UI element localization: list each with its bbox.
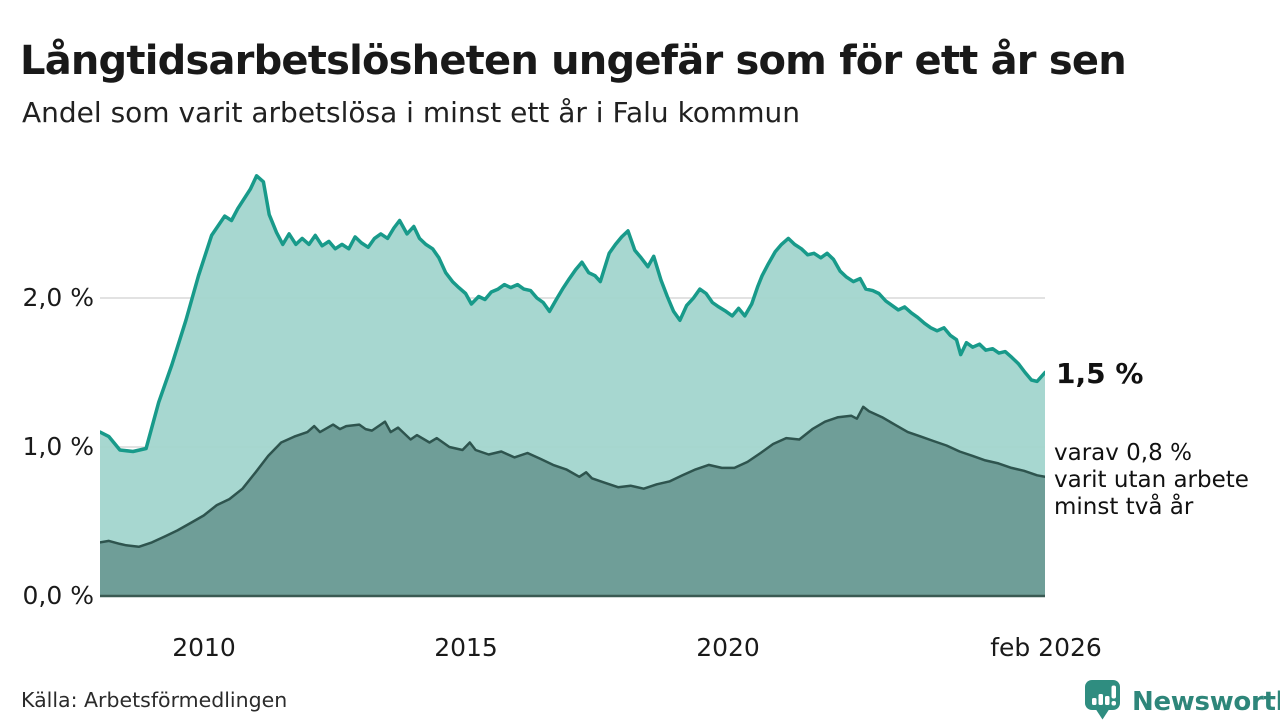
value-annotation-two-years: varav 0,8 % varit utan arbete minst två … (1054, 440, 1249, 521)
y-axis-tick-0: 0,0 % (22, 581, 94, 610)
annotation-line-1: varav 0,8 % (1054, 440, 1192, 466)
annotation-line-3: minst två år (1054, 494, 1194, 520)
x-axis-tick-feb-2026: feb 2026 (990, 633, 1102, 662)
newsworthy-bubble-chart-icon (1084, 679, 1123, 724)
annotation-line-2: varit utan arbete (1054, 467, 1249, 493)
y-axis-tick-1: 1,0 % (22, 432, 94, 461)
x-axis-tick-2015: 2015 (434, 633, 498, 662)
area-chart-svg (100, 174, 1045, 598)
chart-subtitle: Andel som varit arbetslösa i minst ett å… (22, 96, 800, 129)
x-axis-tick-2020: 2020 (696, 633, 760, 662)
chart-title: Långtidsarbetslösheten ungefär som för e… (20, 37, 1127, 84)
source-caption: Källa: Arbetsförmedlingen (21, 688, 288, 712)
newsworthy-logo-text: Newsworthy (1132, 686, 1280, 717)
x-axis-tick-2010: 2010 (172, 633, 236, 662)
y-axis-tick-2: 2,0 % (22, 283, 94, 312)
value-annotation-total: 1,5 % (1056, 357, 1144, 390)
newsworthy-logo: Newsworthy (1084, 679, 1280, 724)
